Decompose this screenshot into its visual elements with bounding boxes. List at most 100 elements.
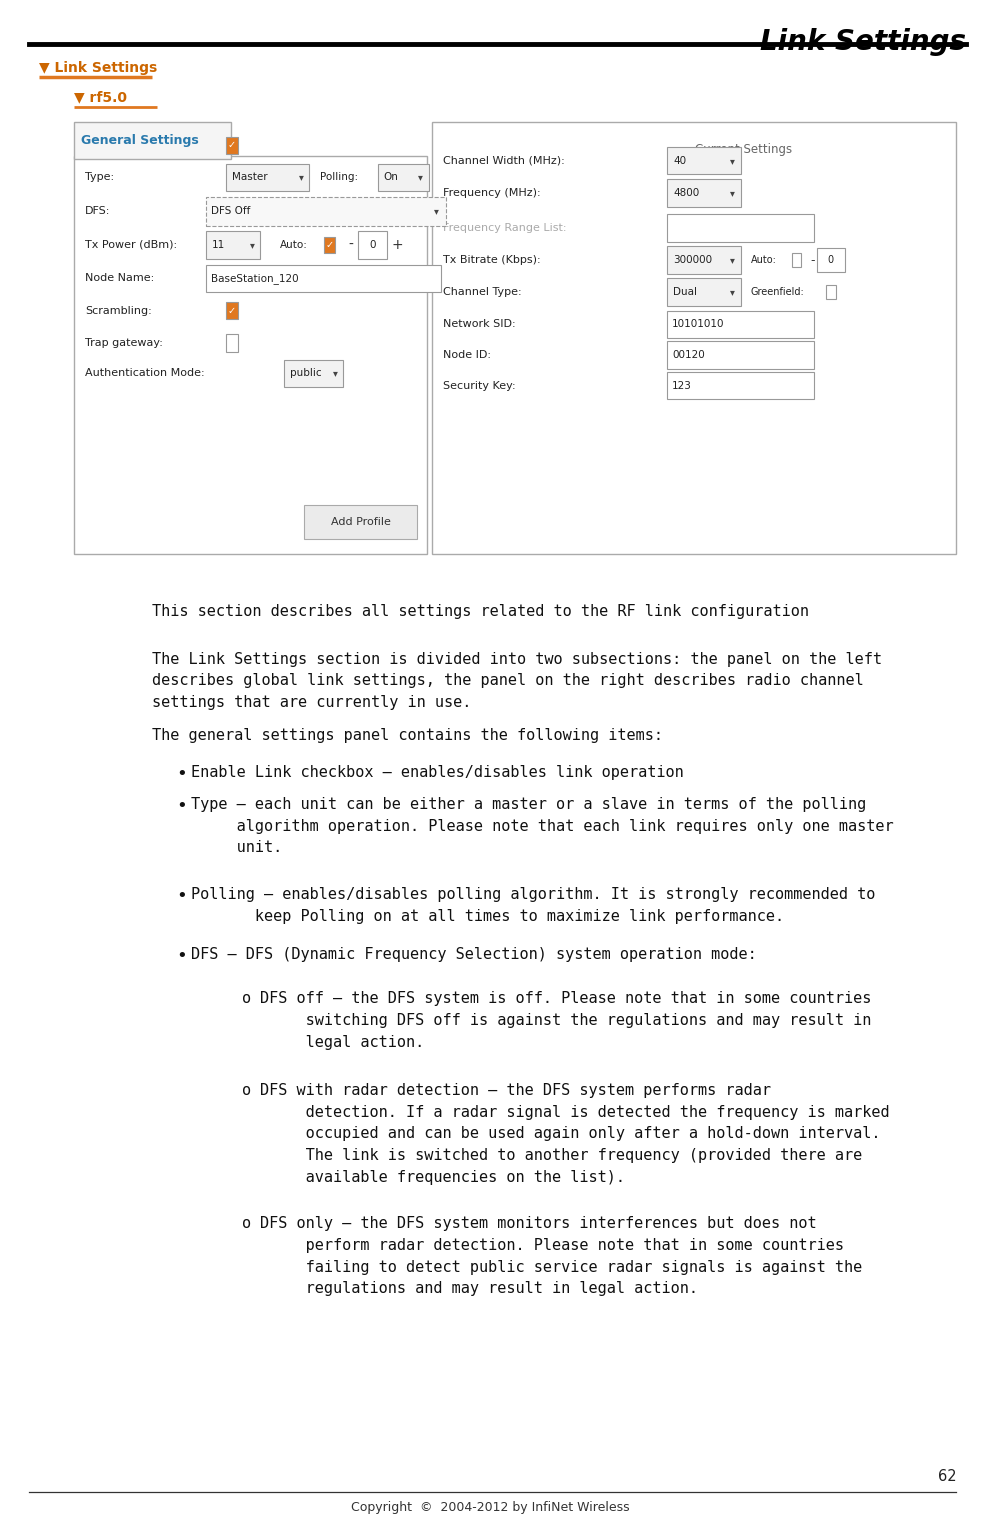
Text: ▾: ▾ xyxy=(250,240,254,249)
Text: Node Name:: Node Name: xyxy=(85,274,155,283)
Text: 00120: 00120 xyxy=(672,350,704,360)
Text: Dual: Dual xyxy=(673,288,697,297)
Text: •: • xyxy=(177,797,187,815)
Text: Channel Type:: Channel Type: xyxy=(443,288,522,297)
Text: Current Settings: Current Settings xyxy=(695,144,792,156)
Text: ▾: ▾ xyxy=(731,288,735,297)
FancyBboxPatch shape xyxy=(667,341,814,369)
Text: Tx Bitrate (Kbps):: Tx Bitrate (Kbps): xyxy=(443,256,542,265)
Text: -: - xyxy=(810,254,814,266)
Text: Copyright  ©  2004-2012 by InfiNet Wireless: Copyright © 2004-2012 by InfiNet Wireles… xyxy=(351,1501,630,1513)
Text: Enable link:: Enable link: xyxy=(85,141,150,150)
Text: ▼ rf5.0: ▼ rf5.0 xyxy=(74,90,127,104)
FancyBboxPatch shape xyxy=(667,372,814,399)
Text: BaseStation_120: BaseStation_120 xyxy=(211,272,298,285)
Text: Security Key:: Security Key: xyxy=(443,381,516,390)
FancyBboxPatch shape xyxy=(206,197,446,226)
Text: o: o xyxy=(242,1216,251,1232)
Text: 11: 11 xyxy=(212,240,226,249)
Text: ▾: ▾ xyxy=(731,188,735,197)
Text: DFS off – the DFS system is off. Please note that in some countries
     switchi: DFS off – the DFS system is off. Please … xyxy=(260,991,871,1050)
Text: ▾: ▾ xyxy=(334,369,337,378)
FancyBboxPatch shape xyxy=(74,122,231,159)
Text: Channel Width (MHz):: Channel Width (MHz): xyxy=(443,156,565,165)
FancyBboxPatch shape xyxy=(826,286,836,298)
Text: General Settings: General Settings xyxy=(81,135,199,147)
Text: +: + xyxy=(391,237,403,252)
Text: The general settings panel contains the following items:: The general settings panel contains the … xyxy=(152,728,663,744)
FancyBboxPatch shape xyxy=(667,179,741,207)
FancyBboxPatch shape xyxy=(74,156,427,554)
Text: DFS Off: DFS Off xyxy=(211,207,250,216)
Text: Type – each unit can be either a master or a slave in terms of the polling
     : Type – each unit can be either a master … xyxy=(191,797,894,855)
Text: 0: 0 xyxy=(828,256,834,265)
Text: Polling – enables/disables polling algorithm. It is strongly recommended to
    : Polling – enables/disables polling algor… xyxy=(191,887,876,924)
FancyBboxPatch shape xyxy=(667,246,741,274)
Text: Node ID:: Node ID: xyxy=(443,350,491,360)
FancyBboxPatch shape xyxy=(667,311,814,338)
Text: Network SID:: Network SID: xyxy=(443,320,516,329)
FancyBboxPatch shape xyxy=(226,164,309,191)
Text: public: public xyxy=(290,369,322,378)
Text: •: • xyxy=(177,947,187,965)
Text: 123: 123 xyxy=(672,381,692,390)
Text: ▾: ▾ xyxy=(299,173,303,182)
FancyBboxPatch shape xyxy=(324,237,335,252)
Text: Auto:: Auto: xyxy=(750,256,776,265)
Text: On: On xyxy=(384,173,398,182)
Text: Enable Link checkbox – enables/disables link operation: Enable Link checkbox – enables/disables … xyxy=(191,765,684,780)
Text: •: • xyxy=(177,765,187,783)
FancyBboxPatch shape xyxy=(792,254,801,266)
Text: Add Profile: Add Profile xyxy=(331,517,390,526)
FancyBboxPatch shape xyxy=(206,265,441,292)
Text: ▼ Link Settings: ▼ Link Settings xyxy=(39,61,158,75)
Text: DFS with radar detection – the DFS system performs radar
     detection. If a ra: DFS with radar detection – the DFS syste… xyxy=(260,1083,890,1184)
Text: DFS – DFS (Dynamic Frequency Selection) system operation mode:: DFS – DFS (Dynamic Frequency Selection) … xyxy=(191,947,757,962)
Text: ▾: ▾ xyxy=(435,207,439,216)
Text: o: o xyxy=(242,1083,251,1099)
Text: ✓: ✓ xyxy=(228,306,235,315)
Text: o: o xyxy=(242,991,251,1007)
FancyBboxPatch shape xyxy=(304,505,417,539)
Text: -: - xyxy=(349,237,353,252)
FancyBboxPatch shape xyxy=(817,248,845,272)
Text: Greenfield:: Greenfield: xyxy=(750,288,804,297)
FancyBboxPatch shape xyxy=(432,122,956,554)
Text: ▾: ▾ xyxy=(731,256,735,265)
Text: DFS only – the DFS system monitors interferences but does not
     perform radar: DFS only – the DFS system monitors inter… xyxy=(260,1216,862,1296)
Text: 62: 62 xyxy=(938,1469,956,1484)
Text: ▾: ▾ xyxy=(419,173,423,182)
Text: 10101010: 10101010 xyxy=(672,320,725,329)
Text: 0: 0 xyxy=(370,240,376,249)
Text: 300000: 300000 xyxy=(673,256,712,265)
Text: The Link Settings section is divided into two subsections: the panel on the left: The Link Settings section is divided int… xyxy=(152,652,882,710)
FancyBboxPatch shape xyxy=(667,147,741,174)
FancyBboxPatch shape xyxy=(358,231,387,259)
FancyBboxPatch shape xyxy=(206,231,260,259)
Text: Authentication Mode:: Authentication Mode: xyxy=(85,369,205,378)
Text: Frequency (MHz):: Frequency (MHz): xyxy=(443,188,542,197)
Text: Trap gateway:: Trap gateway: xyxy=(85,338,163,347)
Text: Master: Master xyxy=(232,173,267,182)
Text: Auto:: Auto: xyxy=(280,240,307,249)
FancyBboxPatch shape xyxy=(378,164,429,191)
Text: 40: 40 xyxy=(673,156,686,165)
Text: Tx Power (dBm):: Tx Power (dBm): xyxy=(85,240,178,249)
Text: Scrambling:: Scrambling: xyxy=(85,306,152,315)
FancyBboxPatch shape xyxy=(226,334,238,352)
Text: Type:: Type: xyxy=(85,173,115,182)
FancyBboxPatch shape xyxy=(667,278,741,306)
FancyBboxPatch shape xyxy=(284,360,343,387)
FancyBboxPatch shape xyxy=(226,136,238,155)
Text: Frequency Range List:: Frequency Range List: xyxy=(443,223,567,233)
Text: ✓: ✓ xyxy=(228,141,235,150)
Text: DFS:: DFS: xyxy=(85,207,111,216)
Text: 4800: 4800 xyxy=(673,188,699,197)
Text: This section describes all settings related to the RF link configuration: This section describes all settings rela… xyxy=(152,604,809,620)
Text: Polling:: Polling: xyxy=(320,173,358,182)
Text: ▾: ▾ xyxy=(731,156,735,165)
Text: Link Settings: Link Settings xyxy=(760,28,966,55)
FancyBboxPatch shape xyxy=(226,301,238,320)
Text: ✓: ✓ xyxy=(325,240,334,249)
Text: •: • xyxy=(177,887,187,906)
